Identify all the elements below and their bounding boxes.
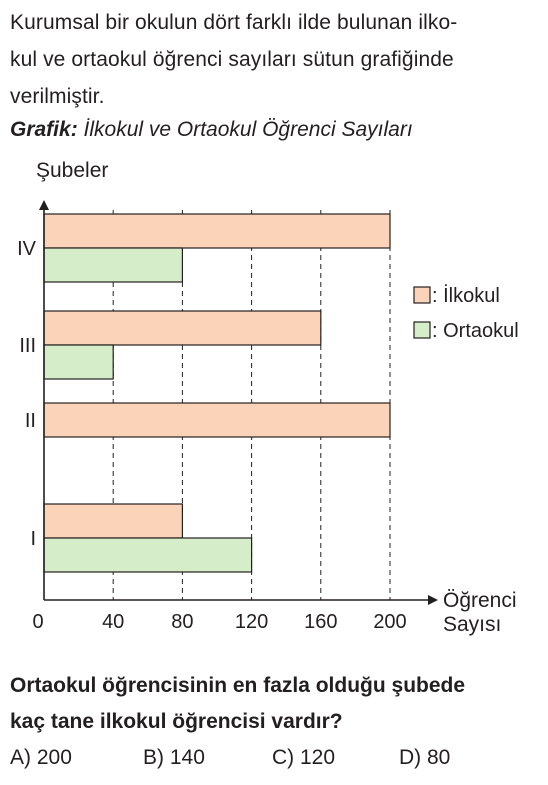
category-label: IV [17,238,37,260]
x-tick-label: 120 [235,611,268,633]
option-b[interactable]: B) 140 [143,746,205,769]
category-label: I [30,528,36,550]
chart-title-label: Grafik: [10,118,78,141]
legend-label: : Ortaokul [432,320,519,342]
category-label: II [25,410,36,432]
bar [43,310,322,346]
legend-label: : İlkokul [432,284,500,307]
bar [43,213,391,249]
x-axis-arrow [428,595,438,605]
question: Ortaokul öğrencisinin en fazla olduğu şu… [10,668,465,740]
y-axis-label: Şubeler [36,159,108,182]
intro-text: Kurumsal bir okulun dört farklı ilde bul… [10,4,542,115]
bar [43,503,183,539]
x-axis-label: Öğrenci [443,589,517,612]
x-tick-label: 40 [102,611,124,633]
x-tick-label: 80 [171,611,193,633]
x-axis-label: Sayısı [443,613,501,636]
intro-line: verilmiştir. [10,85,105,108]
chart-title-text: İlkokul ve Ortaokul Öğrenci Sayıları [77,118,413,141]
option-a[interactable]: A) 200 [10,746,72,769]
legend-swatch [413,321,431,339]
legend-swatch [413,286,431,304]
intro-line: kul ve ortaokul öğrenci sayıları sütun g… [10,48,454,71]
category-label: III [19,335,36,357]
bar [43,344,114,380]
chart-title: Grafik: İlkokul ve Ortaokul Öğrenci Sayı… [10,118,413,142]
question-line: Ortaokul öğrencisinin en fazla olduğu şu… [10,674,466,697]
option-c[interactable]: C) 120 [272,746,336,769]
bar [43,537,253,573]
x-tick-label: 160 [304,611,337,633]
x-tick-label: 200 [373,611,406,633]
y-axis-arrow [39,200,49,210]
intro-line: Kurumsal bir okulun dört farklı ilde bul… [10,11,458,34]
bar [43,247,183,283]
question-line: kaç tane ilkokul öğrencisi vardır? [10,710,343,733]
x-tick-label: 0 [32,611,43,633]
option-d[interactable]: D) 80 [399,746,451,769]
bar [43,402,391,438]
